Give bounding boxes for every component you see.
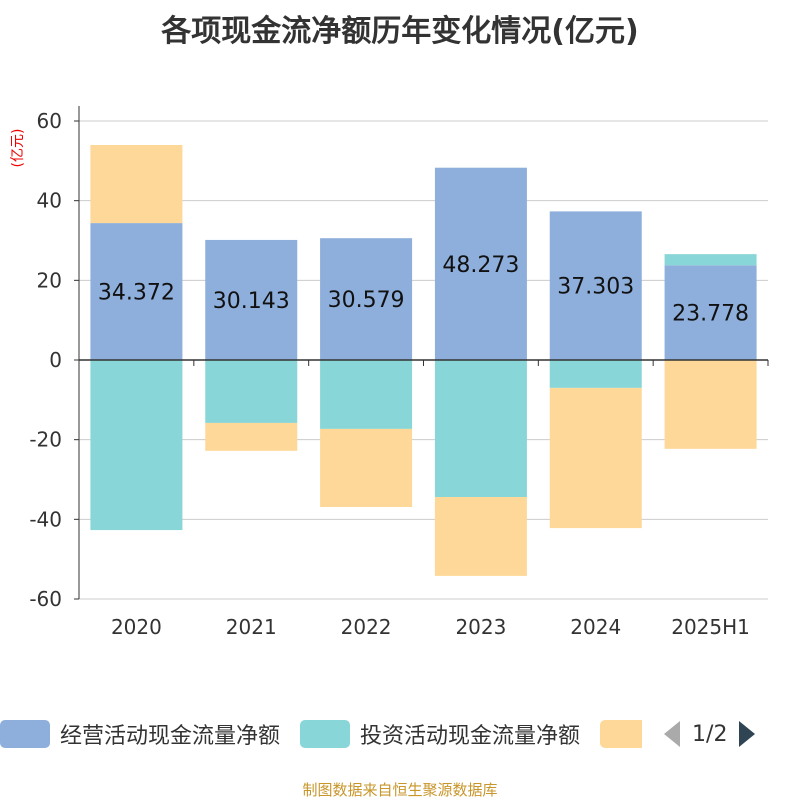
bar-segment (205, 239, 298, 360)
x-tick-label: 2025H1 (671, 615, 750, 639)
bar-segment (90, 223, 183, 360)
chart-title: 各项现金流净额历年变化情况(亿元) (161, 14, 639, 49)
legend-item-investing[interactable]: 投资活动现金流量净额 (300, 718, 580, 750)
y-axis-label: (亿元) (10, 129, 26, 168)
bar-segment (434, 497, 527, 576)
legend: 经营活动现金流量净额 投资活动现金流量净额 1/2 (0, 716, 757, 752)
data-label: 23.778 (672, 302, 749, 327)
legend-item-financing[interactable] (600, 720, 643, 748)
bar-segment (320, 238, 413, 360)
x-tick-label: 2022 (341, 615, 392, 639)
chart-plot: 60 40 20 0 -20 -40 -60 (亿元) 34.372 2020 30.143 2021… (10, 106, 769, 639)
x-tick-label: 2023 (455, 615, 506, 639)
legend-item-operating[interactable]: 经营活动现金流量净额 (0, 718, 280, 750)
x-tick-label: 2020 (111, 615, 162, 639)
data-label: 30.579 (328, 288, 405, 313)
y-tick-label: -60 (29, 587, 62, 611)
bar-segment (205, 360, 298, 423)
y-tick-label: -20 (29, 428, 62, 452)
data-label: 48.273 (442, 253, 519, 278)
data-label: 30.143 (213, 289, 290, 314)
data-label: 37.303 (557, 275, 634, 300)
legend-pager: 1/2 (662, 719, 757, 749)
bar-segment (664, 254, 757, 266)
prev-page-icon[interactable] (662, 719, 682, 749)
y-tick-label: 0 (49, 348, 62, 372)
y-tick-label: 40 (37, 189, 62, 213)
bar-segment (664, 360, 757, 449)
x-tick-label: 2024 (570, 615, 621, 639)
bar-segment (90, 360, 183, 531)
legend-label: 经营活动现金流量净额 (60, 724, 281, 749)
x-tick-label: 2021 (226, 615, 277, 639)
next-page-icon[interactable] (737, 719, 757, 749)
y-tick-label: 60 (37, 109, 62, 133)
y-tick-label: 20 (37, 268, 62, 292)
bar-segment (90, 145, 183, 224)
bar-segment (549, 387, 642, 529)
bar-segment (434, 360, 527, 498)
bar-segment (320, 360, 413, 429)
bar-segment (549, 211, 642, 360)
bar-segment (205, 422, 298, 451)
legend-swatch (0, 720, 50, 748)
bar-segment (320, 428, 413, 507)
legend-label: 投资活动现金流量净额 (360, 724, 581, 749)
y-tick-label: -40 (29, 507, 62, 531)
data-label: 34.372 (98, 281, 175, 306)
legend-swatch (600, 720, 643, 748)
legend-swatch (300, 720, 351, 748)
bar-segment (664, 265, 757, 360)
bar-segment (434, 167, 527, 360)
data-source: 制图数据来自恒生聚源数据库 (302, 781, 498, 799)
bar-segment (549, 360, 642, 388)
legend-page-indicator: 1/2 (692, 721, 728, 747)
